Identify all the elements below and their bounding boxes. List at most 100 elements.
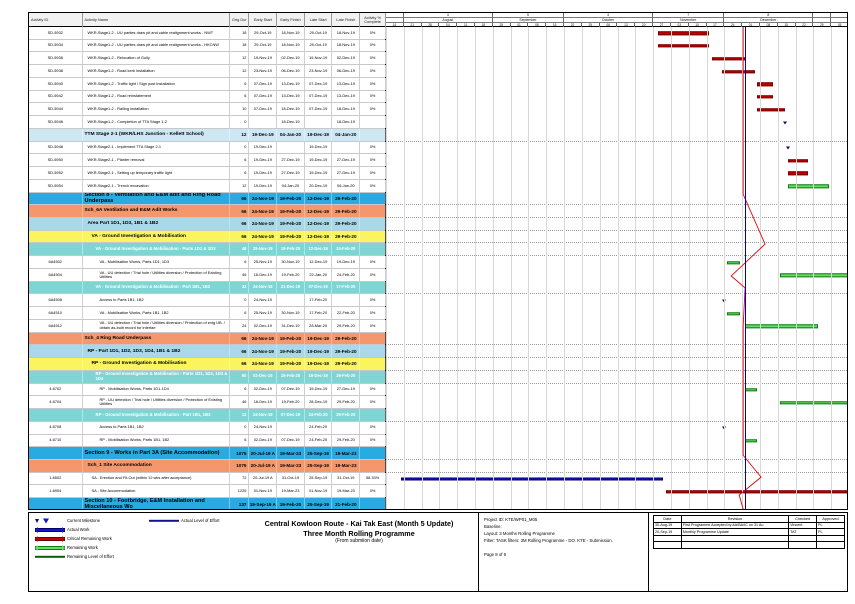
table-row-sch[interactable]: Sch_6A Ventilation and E&M Adit Works 66 2… <box>29 205 386 219</box>
cell-early_finish: 04-Jan-20 <box>277 179 305 192</box>
gantt-bar-critical[interactable] <box>658 44 710 48</box>
table-row-ttm[interactable]: TTM Stage 2-1 (WKR/LHS Junction - Kellet… <box>29 128 386 142</box>
column-header-late_finish[interactable]: Late Finish <box>332 13 361 27</box>
gantt-bar-remaining[interactable] <box>744 388 758 392</box>
gantt-week-gridline <box>706 27 708 509</box>
gantt-bar-critical[interactable] <box>665 490 847 494</box>
column-header-early_start[interactable]: Early Start <box>249 13 278 27</box>
cell-name: VA - Mobilisation Works, Parts 1D1, 1D3 <box>83 256 231 268</box>
cell-name: RP - Ground Investigation & Mobilisation… <box>83 409 231 421</box>
table-row[interactable]: SD-5948 WKR-Stage2-1 - Implement TTA Stag… <box>29 141 386 155</box>
column-header-name[interactable]: Activity Name <box>83 13 231 27</box>
column-header-id[interactable]: Activity ID <box>29 13 83 27</box>
table-row[interactable]: SD-5944 WKR-Stage1-2 - Railing installati… <box>29 103 386 117</box>
table-row[interactable]: 4-6704 RP - UU detection / Trial hole / U… <box>29 396 386 410</box>
gantt-bar-critical[interactable] <box>658 31 710 36</box>
row-colour-spine <box>29 472 34 485</box>
legend-item: Actual Work <box>35 527 90 532</box>
gantt-row <box>386 473 847 486</box>
table-row-section[interactable]: Section 10 - Footbridge, E&M Installatio… <box>29 498 386 509</box>
cell-late_finish: 18-Nov-19 <box>332 27 361 39</box>
table-row[interactable]: SD-5946 WKR-Stage1-2 - Completion of TTA … <box>29 116 386 129</box>
revision-cell <box>816 541 845 549</box>
table-row[interactable]: 6A4508 Access to Parts 1B1, 1B2 0 24-Nov-19… <box>29 294 386 308</box>
table-row[interactable]: 4-6702 RP - Mobilisation Works, Parts 1D1… <box>29 383 386 397</box>
cell-id <box>29 358 83 370</box>
gantt-bar-remaining[interactable] <box>726 311 740 316</box>
row-colour-spine <box>29 77 34 90</box>
cell-orig_dur: 46 <box>230 268 250 281</box>
table-row[interactable]: SD-5932 WKR-Stage1-2 - UU parties draw pi… <box>29 27 386 40</box>
table-row[interactable]: 6A4510 VA - Mobilisation Works, Parts 1B1… <box>29 307 386 320</box>
gantt-bar-critical[interactable] <box>787 159 809 163</box>
table-row-teal[interactable]: RP - Ground Investigation & Mobilisation… <box>29 409 386 422</box>
table-row[interactable]: 4-6710 RP - Mobilisation Works, Parts 1B1… <box>29 434 386 448</box>
column-header-pct[interactable]: Activity % Complete <box>360 13 386 27</box>
row-colour-spine <box>29 103 34 116</box>
table-row[interactable]: SD-5938 WKR-Stage1-2 - Road kerb installa… <box>29 65 386 78</box>
table-row-teal[interactable]: VA - Ground Investigation & Mobilisation… <box>29 281 386 295</box>
gantt-bar-critical[interactable] <box>787 171 809 176</box>
gantt-row <box>386 129 847 142</box>
table-row[interactable]: 6A4512 VA - UU detection / Trial hole / U… <box>29 319 386 333</box>
timeline-week-tick: 04 <box>439 22 458 27</box>
cell-id: SD-5944 <box>29 103 83 116</box>
table-row[interactable]: SD-5934 WKR-Stage1-2 - UU parties draw pi… <box>29 39 386 53</box>
table-row[interactable]: SD-5950 WKR-Stage2-1 - Planter removal 6 19… <box>29 154 386 168</box>
table-row[interactable]: SD-5942 WKR-Stage1-2 - Road reinstatement… <box>29 90 386 104</box>
table-row[interactable]: SD-5954 WKR-Stage2-1 - Trench excavation 1… <box>29 179 386 193</box>
table-row-section[interactable]: Section 8 - Ventilation and E&M adit and… <box>29 192 386 206</box>
cell-id: SD-5954 <box>29 179 83 192</box>
row-colour-spine <box>29 434 34 447</box>
gantt-bar-remaining[interactable] <box>744 324 819 328</box>
table-row-yellow[interactable]: RP - Ground Investigation & Mobilisation… <box>29 358 386 371</box>
table-row[interactable]: 6A4504 VA - UU detection / Trial hole / U… <box>29 268 386 282</box>
row-colour-spine <box>29 243 34 256</box>
revision-row: 30-Aug-19 First Programme Accepted by AA/… <box>653 521 845 530</box>
cell-name: VA - Ground Investigation & Mobilisation… <box>83 281 231 294</box>
row-colour-spine <box>29 141 34 154</box>
table-row-yellow[interactable]: VA - Ground Investigation & Mobilisation… <box>29 230 386 244</box>
gantt-bar-critical[interactable] <box>757 108 786 112</box>
cell-name: RP - Ground Investigation & Mobilisation <box>83 358 231 370</box>
table-row-area[interactable]: RP - Part 1D1, 1D2, 1D3, 1D4, 1B1 & 1B2 6… <box>29 345 386 359</box>
gantt-bar-critical[interactable] <box>711 57 745 61</box>
cell-early_start: 24-Nov-19 <box>249 345 278 358</box>
gantt-bar-remaining[interactable] <box>744 439 758 443</box>
legend-item: Critical Remaining Work <box>35 536 112 541</box>
table-row-area[interactable]: Area Part 1D1, 1D3, 1B1 & 1B2 66 24-Nov-19… <box>29 218 386 231</box>
cell-early_start: 23-Nov-19 <box>249 65 278 77</box>
cell-orig_dur: 66 <box>230 358 250 370</box>
table-row[interactable]: 6A4502 VA - Mobilisation Works, Parts 1D1… <box>29 256 386 269</box>
gantt-bar-remaining[interactable] <box>787 184 829 188</box>
gantt-bar-actual[interactable] <box>401 477 664 481</box>
table-row[interactable]: SD-5952 WKR-Stage2-1 - Setting up tempora… <box>29 167 386 180</box>
table-row-sch[interactable]: Sch_4 Ring Road Underpass 66 24-Nov-19 19-F… <box>29 332 386 346</box>
column-header-orig_dur[interactable]: Orig Dur <box>230 13 250 27</box>
gantt-bar-remaining[interactable] <box>726 260 740 265</box>
timeline-week-tick: 14 <box>386 22 404 27</box>
column-header-late_start[interactable]: Late Start <box>305 13 333 27</box>
revision-row <box>653 535 845 543</box>
cell-orig_dur: 66 <box>230 230 250 243</box>
cell-name: Access to Parts 1B1, 1B2 <box>83 421 231 434</box>
table-row[interactable]: 1-6502 SA - Erection and Fit-Out (within … <box>29 472 386 486</box>
cell-orig_dur: 12 <box>230 179 250 192</box>
cell-early_start: 24-Nov-19 <box>249 332 278 345</box>
cell-id: SD-5946 <box>29 116 83 128</box>
table-row[interactable]: SD-5936 WKR-Stage1-2 - Relocation of Gull… <box>29 52 386 66</box>
table-row-teal[interactable]: RP - Ground Investigation & Mobilisation… <box>29 370 386 384</box>
cell-orig_dur: 72 <box>230 472 250 485</box>
table-row-section[interactable]: Section 9 - Works in Part 3A (Site Accom… <box>29 447 386 460</box>
table-row[interactable]: 4-6708 Access to Parts 1B1, 1B2 0 24-Nov-19… <box>29 421 386 435</box>
gantt-bar-critical[interactable] <box>721 69 755 74</box>
cell-early_finish: 19-Feb-20 <box>277 332 305 345</box>
row-colour-spine <box>29 409 34 421</box>
cell-orig_dur: 12 <box>230 65 250 77</box>
cell-orig_dur: 6 <box>230 307 250 319</box>
table-row-teal[interactable]: VA - Ground Investigation & Mobilisation… <box>29 243 386 257</box>
column-header-early_finish[interactable]: Early Finish <box>277 13 305 27</box>
table-row[interactable]: 1-6904 SA - Site Accommodation 1225 01-Nov-… <box>29 485 386 499</box>
table-row[interactable]: SD-5940 WKR-Stage1-2 - Traffic light / Si… <box>29 77 386 91</box>
